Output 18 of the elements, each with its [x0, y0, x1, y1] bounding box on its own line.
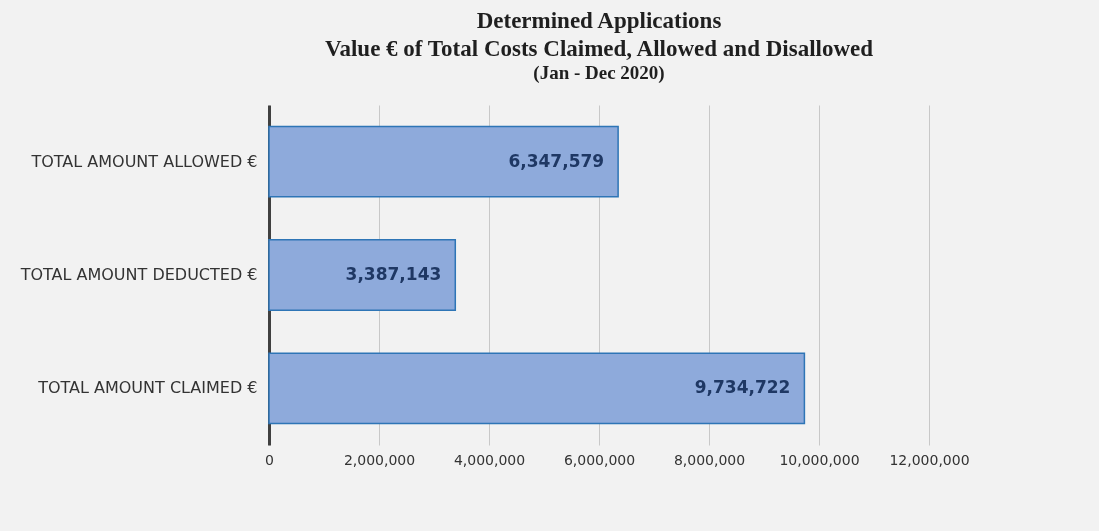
y-tick-label: TOTAL AMOUNT ALLOWED €: [30, 151, 258, 171]
bar: [268, 125, 619, 198]
x-tick-label: 12,000,000: [889, 451, 970, 468]
x-tick-label: 4,000,000: [453, 451, 526, 468]
x-tick-label: 6,000,000: [563, 451, 636, 468]
data-label: 3,387,143: [345, 264, 442, 284]
y-tick-label: TOTAL AMOUNT CLAIMED €: [37, 378, 258, 398]
chart-title: Determined Applications Value € of Total Costs Claimed, Allowed and Disallowed: [324, 8, 874, 61]
y-tick-label: TOTAL AMOUNT DEDUCTED €: [19, 265, 258, 284]
bar: [268, 352, 806, 425]
x-tick-label: 10,000,000: [779, 451, 860, 468]
data-label: 9,734,722: [694, 377, 791, 398]
x-tick-label: 8,000,000: [673, 451, 746, 468]
x-tick-label: 2,000,000: [343, 451, 416, 468]
x-tick-label: 0: [265, 451, 274, 468]
bar: [268, 239, 457, 311]
data-label: 6,347,579: [508, 150, 605, 171]
chart-subtitle: (Jan - Dec 2020): [533, 62, 665, 84]
